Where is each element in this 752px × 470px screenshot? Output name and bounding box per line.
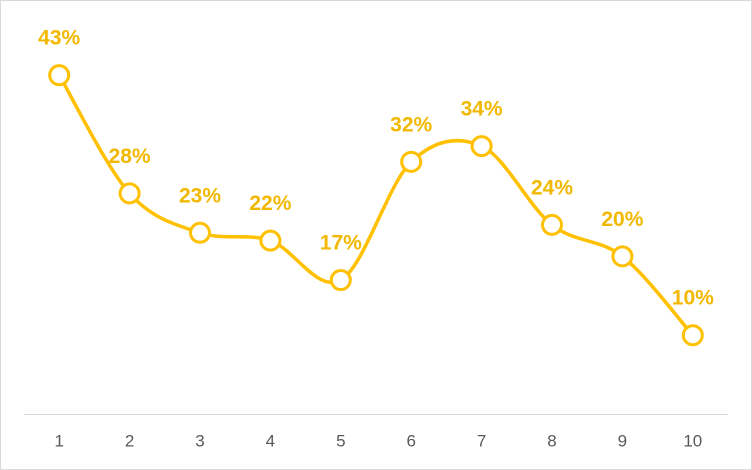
value-label: 43% bbox=[38, 27, 80, 50]
marker bbox=[329, 269, 352, 292]
x-tick-label: 4 bbox=[266, 431, 275, 450]
x-tick-label: 5 bbox=[336, 431, 345, 450]
marker bbox=[400, 150, 423, 173]
marker bbox=[48, 64, 71, 87]
value-label: 20% bbox=[601, 208, 643, 231]
value-label: 17% bbox=[320, 232, 362, 255]
marker bbox=[541, 213, 563, 236]
value-label: 34% bbox=[461, 98, 503, 121]
marker bbox=[611, 245, 634, 268]
value-label: 22% bbox=[249, 192, 291, 215]
marker bbox=[681, 324, 704, 347]
x-tick-label: 2 bbox=[125, 431, 134, 450]
value-label: 10% bbox=[672, 287, 714, 310]
x-tick-label: 7 bbox=[477, 431, 486, 450]
marker bbox=[470, 135, 493, 158]
value-label: 32% bbox=[390, 113, 432, 136]
value-label: 23% bbox=[179, 184, 221, 207]
marker bbox=[259, 229, 282, 252]
x-tick-label: 3 bbox=[195, 431, 204, 450]
marker bbox=[118, 182, 141, 205]
x-tick-label: 1 bbox=[54, 431, 63, 450]
x-tick-label: 6 bbox=[406, 431, 415, 450]
x-tick-label: 9 bbox=[618, 431, 627, 450]
x-tick-label: 10 bbox=[683, 431, 702, 450]
value-label: 24% bbox=[531, 176, 573, 199]
line bbox=[57, 74, 695, 337]
marker bbox=[189, 221, 211, 244]
value-label: 28% bbox=[109, 145, 151, 168]
x-tick-label: 8 bbox=[547, 431, 556, 450]
